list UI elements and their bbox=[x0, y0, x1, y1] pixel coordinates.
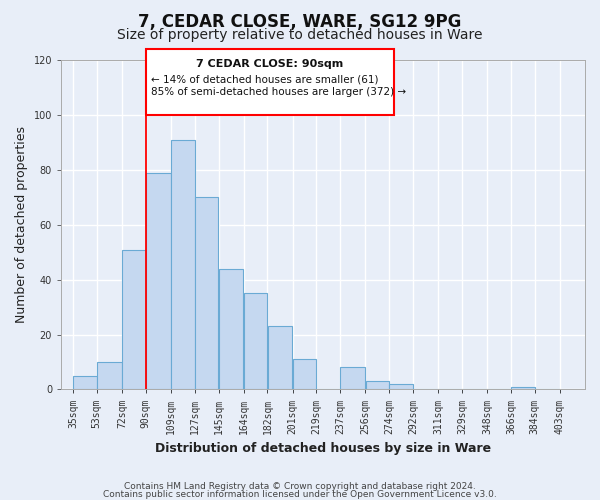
Bar bbox=[219, 268, 244, 390]
Text: 85% of semi-detached houses are larger (372) →: 85% of semi-detached houses are larger (… bbox=[151, 87, 406, 97]
Text: 7 CEDAR CLOSE: 90sqm: 7 CEDAR CLOSE: 90sqm bbox=[196, 59, 344, 69]
X-axis label: Distribution of detached houses by size in Ware: Distribution of detached houses by size … bbox=[155, 442, 491, 455]
Text: ← 14% of detached houses are smaller (61): ← 14% of detached houses are smaller (61… bbox=[151, 74, 379, 84]
Bar bbox=[146, 173, 170, 390]
Bar bbox=[340, 368, 365, 390]
Text: Contains public sector information licensed under the Open Government Licence v3: Contains public sector information licen… bbox=[103, 490, 497, 499]
Bar bbox=[293, 359, 316, 390]
Text: 7, CEDAR CLOSE, WARE, SG12 9PG: 7, CEDAR CLOSE, WARE, SG12 9PG bbox=[139, 12, 461, 30]
Bar bbox=[268, 326, 292, 390]
Bar bbox=[244, 294, 267, 390]
Y-axis label: Number of detached properties: Number of detached properties bbox=[15, 126, 28, 324]
Bar bbox=[195, 198, 218, 390]
Bar bbox=[73, 376, 97, 390]
Bar bbox=[389, 384, 413, 390]
Bar bbox=[97, 362, 122, 390]
Bar bbox=[365, 381, 389, 390]
Bar bbox=[122, 250, 146, 390]
Text: Size of property relative to detached houses in Ware: Size of property relative to detached ho… bbox=[117, 28, 483, 42]
Bar bbox=[511, 386, 535, 390]
FancyBboxPatch shape bbox=[146, 50, 394, 115]
Text: Contains HM Land Registry data © Crown copyright and database right 2024.: Contains HM Land Registry data © Crown c… bbox=[124, 482, 476, 491]
Bar bbox=[171, 140, 194, 390]
